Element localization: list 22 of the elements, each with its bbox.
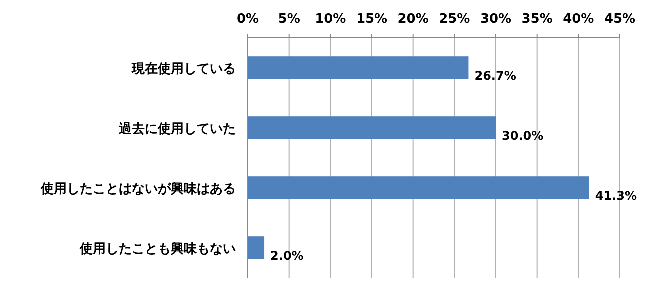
x-tick-label: 30% <box>480 12 512 27</box>
data-label: 41.3% <box>595 189 638 203</box>
x-tick-label: 40% <box>563 12 594 27</box>
x-tick-label: 25% <box>439 12 470 27</box>
data-label: 30.0% <box>502 129 544 143</box>
bar <box>248 56 469 80</box>
x-tick-label: 15% <box>356 12 388 27</box>
x-tick-label: 5% <box>278 12 300 27</box>
y-tick-label: 現在使用している <box>131 62 236 77</box>
x-tick-label: 10% <box>315 12 346 27</box>
bar <box>248 236 265 260</box>
data-label: 26.7% <box>474 69 516 83</box>
y-tick-label: 使用したことはないが興味はある <box>40 182 236 197</box>
bar <box>248 116 496 140</box>
x-tick-label: 35% <box>522 12 553 27</box>
x-tick-label: 45% <box>604 12 636 27</box>
x-tick-label: 20% <box>398 12 429 27</box>
x-tick-label: 0% <box>236 12 260 27</box>
y-tick-label: 過去に使用していた <box>118 122 236 137</box>
data-label: 2.0% <box>270 249 304 263</box>
bar <box>248 176 590 200</box>
y-tick-label: 使用したことも興味もない <box>79 242 236 257</box>
